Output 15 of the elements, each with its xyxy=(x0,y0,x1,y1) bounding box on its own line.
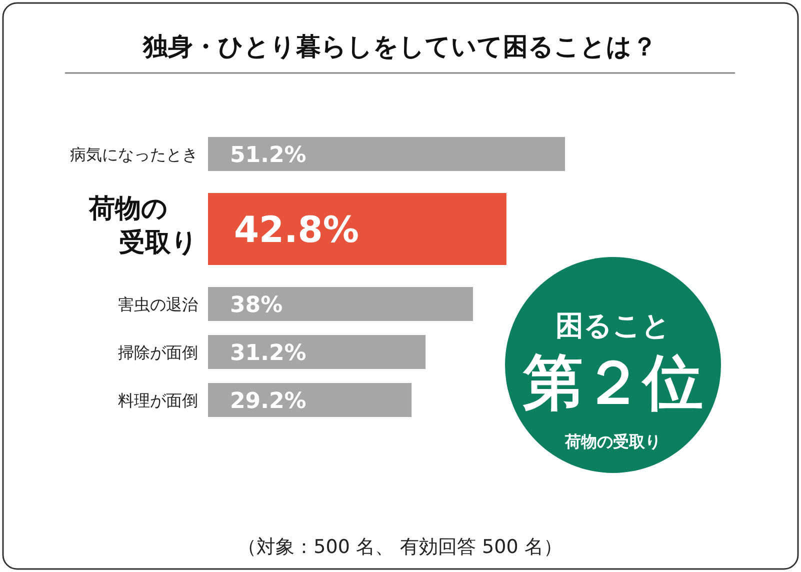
annotation: 第２位 xyxy=(522,348,703,418)
chart-title: 独身・ひとり暮らしをしていて困ることは？ xyxy=(142,32,657,61)
data-label: 42.8% xyxy=(234,210,359,251)
y-tick-label: 料理が面倒 xyxy=(118,391,198,410)
data-label: 51.2% xyxy=(230,143,306,168)
annotation: 困ること xyxy=(556,309,670,342)
y-tick-label: 病気になったとき xyxy=(70,145,198,164)
y-tick-label: 害虫の退治 xyxy=(118,295,198,314)
annotation: 荷物の受取り xyxy=(564,432,661,451)
y-tick-label: 掃除が面倒 xyxy=(118,343,198,362)
data-label: 29.2% xyxy=(230,389,306,414)
data-label: 38% xyxy=(230,293,283,318)
text: （対象：500 名、 有効回答 500 名） xyxy=(238,536,562,558)
y-tick-label: 荷物の受取り xyxy=(88,194,198,258)
data-label: 31.2% xyxy=(230,341,306,366)
